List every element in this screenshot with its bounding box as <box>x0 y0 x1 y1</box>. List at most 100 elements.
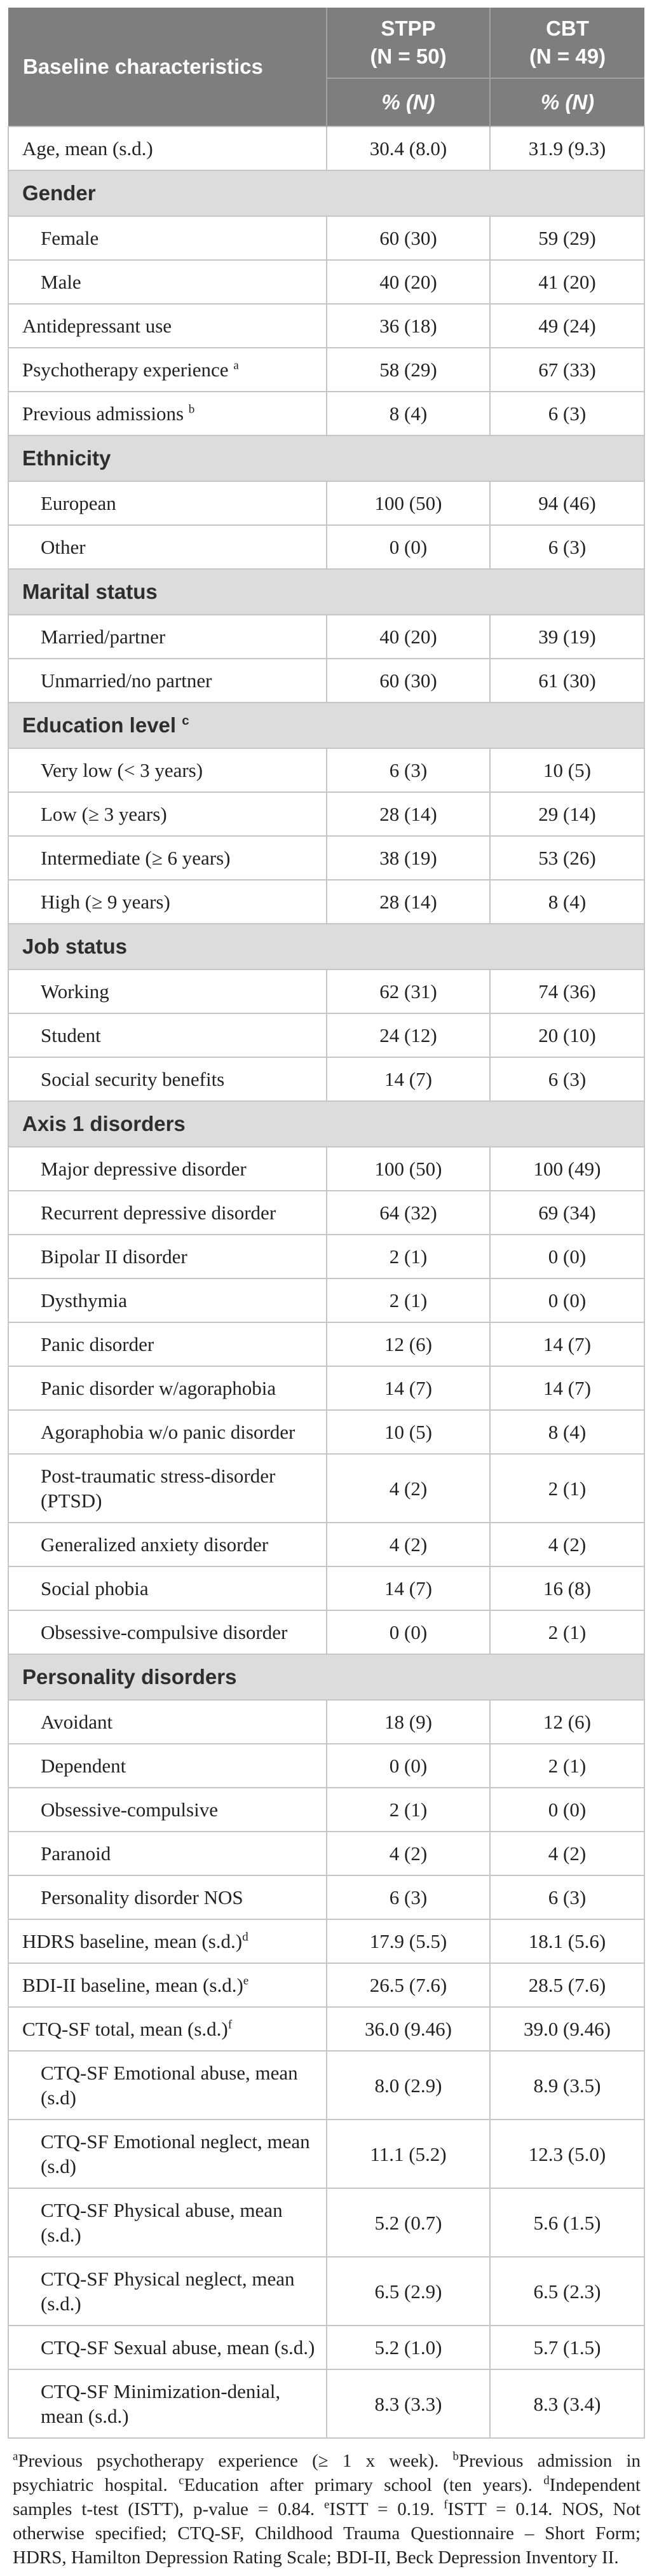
table-row: Intermediate (≥ 6 years) 38 (19) 53 (26) <box>8 835 645 880</box>
stpp-value: 5.2 (1.0) <box>326 2325 491 2370</box>
stpp-value: 0 (0) <box>326 524 491 570</box>
table-body: Age, mean (s.d.) 30.4 (8.0) 31.9 (9.3) Gend… <box>8 126 645 2439</box>
superscript-marker: e <box>243 1974 249 1988</box>
footnote-text: Previous psychotherapy experience (≥ 1 x… <box>18 2451 453 2471</box>
row-label: Recurrent depressive disorder <box>8 1190 327 1235</box>
stpp-value: 8.0 (2.9) <box>326 2050 491 2120</box>
table-row: HDRS baseline, mean (s.d.)d 17.9 (5.5) 18.… <box>8 1919 645 1964</box>
row-label-text: BDI-II baseline, mean (s.d.) <box>22 1974 243 1996</box>
superscript-marker: a <box>233 359 239 373</box>
stpp-value: 18 (9) <box>326 1699 491 1744</box>
cbt-value: 61 (30) <box>489 658 645 703</box>
cbt-value: 4 (2) <box>489 1522 645 1567</box>
header-row-sub: % (N) % (N) <box>8 78 644 127</box>
row-label: Avoidant <box>8 1699 327 1744</box>
cbt-value: 8.9 (3.5) <box>489 2050 645 2120</box>
cbt-value: 14 (7) <box>489 1322 645 1367</box>
stpp-value: 36.0 (9.46) <box>326 2006 491 2052</box>
cbt-value: 69 (34) <box>489 1190 645 1235</box>
stpp-value: 26.5 (7.6) <box>326 1963 491 2008</box>
cbt-value: 5.6 (1.5) <box>489 2188 645 2257</box>
cbt-value: 8 (4) <box>489 1409 645 1455</box>
header-cbt-percent-n: % (N) <box>489 78 644 127</box>
row-label-text: European <box>41 492 116 514</box>
stpp-value: 4 (2) <box>326 1453 491 1523</box>
header-row-main: Baseline characteristics STPP (N = 50) C… <box>8 8 644 127</box>
row-label: CTQ-SF Physical abuse, mean (s.d.) <box>8 2188 327 2257</box>
row-label-text: Panic disorder w/agoraphobia <box>41 1377 276 1399</box>
header-cbt-name: CBT <box>546 17 589 40</box>
row-label: Social phobia <box>8 1566 327 1611</box>
section-row: Marital status <box>8 568 645 615</box>
cbt-value: 8 (4) <box>489 879 645 924</box>
section-row: Ethnicity <box>8 435 645 482</box>
cbt-value: 6.5 (2.3) <box>489 2256 645 2326</box>
table-footnote: aPrevious psychotherapy experience (≥ 1 … <box>13 2449 641 2570</box>
cbt-value: 18.1 (5.6) <box>489 1919 645 1964</box>
header-baseline-characteristics: Baseline characteristics <box>8 8 327 127</box>
cbt-value: 39.0 (9.46) <box>489 2006 645 2052</box>
stpp-value: 40 (20) <box>326 614 491 659</box>
footnote-text: Independent samples t-test (ISTT), p-val… <box>13 2475 641 2519</box>
table-row: Student 24 (12) 20 (10) <box>8 1013 645 1058</box>
row-label-text: Bipolar II disorder <box>41 1245 187 1268</box>
stpp-value: 6 (3) <box>326 748 491 793</box>
table-row: Social security benefits 14 (7) 6 (3) <box>8 1057 645 1102</box>
header-cbt-column: CBT (N = 49) <box>489 8 644 79</box>
footnote-marker: e <box>324 2498 330 2512</box>
row-label: European <box>8 481 327 526</box>
stpp-value: 4 (2) <box>326 1831 491 1876</box>
section-title-label: Marital status <box>22 580 158 603</box>
row-label: BDI-II baseline, mean (s.d.)e <box>8 1963 327 2008</box>
stpp-value: 8.3 (3.3) <box>326 2369 491 2439</box>
row-label: CTQ-SF Physical neglect, mean (s.d.) <box>8 2256 327 2326</box>
row-label-text: Married/partner <box>41 626 166 648</box>
row-label: Generalized anxiety disorder <box>8 1522 327 1567</box>
table-row: Dysthymia 2 (1) 0 (0) <box>8 1278 645 1323</box>
stpp-value: 14 (7) <box>326 1366 491 1411</box>
row-label: High (≥ 9 years) <box>8 879 327 924</box>
header-stpp-column: STPP (N = 50) <box>326 8 490 79</box>
row-label-text: Generalized anxiety disorder <box>41 1533 269 1556</box>
table-row: High (≥ 9 years) 28 (14) 8 (4) <box>8 879 645 924</box>
stpp-value: 28 (14) <box>326 879 491 924</box>
cbt-value: 74 (36) <box>489 969 645 1014</box>
table-row: Major depressive disorder 100 (50) 100 (49… <box>8 1146 645 1191</box>
row-label: CTQ-SF Emotional neglect, mean (s.d) <box>8 2119 327 2189</box>
table-header: Baseline characteristics STPP (N = 50) C… <box>8 8 644 127</box>
cbt-value: 100 (49) <box>489 1146 645 1191</box>
row-label: Male <box>8 259 327 305</box>
row-label-text: Intermediate (≥ 6 years) <box>41 847 231 869</box>
section-title-label: Ethnicity <box>22 446 111 470</box>
section-row: Job status <box>8 923 645 970</box>
section-title: Gender <box>8 170 645 217</box>
table-row: CTQ-SF Emotional abuse, mean (s.d) 8.0 (2… <box>8 2050 645 2120</box>
row-label-text: Obsessive-compulsive disorder <box>41 1621 288 1643</box>
table-row: CTQ-SF Sexual abuse, mean (s.d.) 5.2 (1.0… <box>8 2325 645 2370</box>
cbt-value: 12 (6) <box>489 1699 645 1744</box>
row-label-text: Agoraphobia w/o panic disorder <box>41 1421 295 1443</box>
row-label-text: Post-traumatic stress-disorder (PTSD) <box>41 1465 276 1512</box>
cbt-value: 2 (1) <box>489 1743 645 1788</box>
cbt-value: 0 (0) <box>489 1278 645 1323</box>
cbt-value: 12.3 (5.0) <box>489 2119 645 2189</box>
row-label-text: CTQ-SF Sexual abuse, mean (s.d.) <box>41 2336 315 2359</box>
table-row: Generalized anxiety disorder 4 (2) 4 (2) <box>8 1522 645 1567</box>
cbt-value: 2 (1) <box>489 1610 645 1655</box>
header-stpp-n: (N = 50) <box>370 45 447 68</box>
section-row: Education level c <box>8 702 645 749</box>
row-label: Panic disorder w/agoraphobia <box>8 1366 327 1411</box>
cbt-value: 94 (46) <box>489 481 645 526</box>
stpp-value: 40 (20) <box>326 259 491 305</box>
footnote-marker: f <box>444 2498 448 2512</box>
superscript-marker: b <box>188 402 195 416</box>
stpp-value: 38 (19) <box>326 835 491 880</box>
table-row: Working 62 (31) 74 (36) <box>8 969 645 1014</box>
row-label-text: CTQ-SF Emotional neglect, mean (s.d) <box>41 2130 310 2177</box>
cbt-value: 53 (26) <box>489 835 645 880</box>
cbt-value: 6 (3) <box>489 524 645 570</box>
row-label: CTQ-SF Emotional abuse, mean (s.d) <box>8 2050 327 2120</box>
section-title-label: Gender <box>22 181 96 205</box>
row-label-text: High (≥ 9 years) <box>41 891 170 913</box>
section-title-label: Axis 1 disorders <box>22 1112 186 1135</box>
